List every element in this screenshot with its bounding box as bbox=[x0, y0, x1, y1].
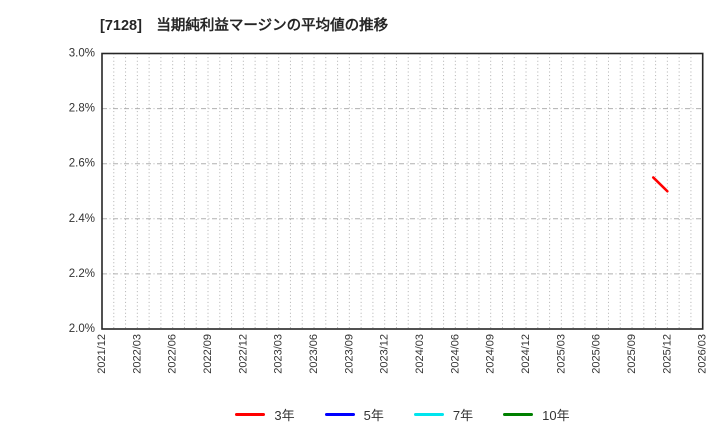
x-tick-label: 2024/06 bbox=[449, 334, 461, 374]
y-tick-label: 2.8% bbox=[69, 103, 95, 115]
plot-border bbox=[101, 52, 704, 330]
y-axis-labels: 3.0% 2.8% 2.6% 2.4% 2.2% 2.0% bbox=[69, 48, 95, 336]
legend-label-3y: 3年 bbox=[274, 407, 295, 423]
x-tick-label: 2023/06 bbox=[308, 334, 320, 374]
x-tick-label: 2024/12 bbox=[520, 334, 532, 374]
x-tick-label: 2022/06 bbox=[167, 334, 179, 374]
y-tick-label: 3.0% bbox=[69, 48, 95, 60]
x-tick-label: 2025/03 bbox=[555, 334, 567, 374]
x-tick-label: 2021/12 bbox=[96, 334, 108, 374]
x-tick-label: 2026/03 bbox=[697, 334, 709, 374]
legend-item-5y: 5年 bbox=[324, 405, 384, 424]
x-tick-label: 2024/03 bbox=[414, 334, 426, 374]
x-tick-label: 2023/12 bbox=[379, 334, 391, 374]
y-tick-label: 2.0% bbox=[69, 323, 95, 335]
x-tick-label: 2025/06 bbox=[591, 334, 603, 374]
legend-item-7y: 7年 bbox=[413, 405, 474, 424]
legend-label-5y: 5年 bbox=[363, 407, 384, 423]
x-axis-labels: 2021/12 2022/03 2022/06 2022/09 2022/12 2023/… bbox=[96, 334, 709, 374]
chart-legend: 3年 5年 7年 10年 bbox=[102, 402, 703, 426]
x-tick-label: 2022/09 bbox=[202, 334, 214, 374]
y-tick-label: 2.2% bbox=[69, 268, 95, 280]
legend-label-10y: 10年 bbox=[542, 407, 570, 423]
y-tick-label: 2.4% bbox=[69, 213, 95, 225]
grid-vertical bbox=[113, 53, 692, 329]
x-tick-label: 2023/09 bbox=[343, 334, 355, 374]
x-tick-label: 2025/12 bbox=[661, 334, 673, 374]
legend-line-7y-icon bbox=[413, 412, 444, 416]
y-tick-label: 2.6% bbox=[69, 158, 95, 170]
x-tick-label: 2023/03 bbox=[273, 334, 285, 374]
legend-label-7y: 7年 bbox=[452, 407, 474, 423]
legend-item-10y: 10年 bbox=[503, 405, 570, 424]
legend-item-3y: 3年 bbox=[235, 405, 295, 424]
x-tick-label: 2024/09 bbox=[485, 334, 497, 374]
legend-line-5y-icon bbox=[324, 412, 355, 416]
x-tick-label: 2022/03 bbox=[131, 334, 143, 374]
legend-line-3y-icon bbox=[235, 412, 266, 416]
series-line-0 bbox=[651, 176, 669, 193]
x-tick-label: 2022/12 bbox=[237, 334, 249, 374]
chart-title: [7128] 当期純利益マージンの平均値の推移 bbox=[100, 18, 389, 34]
x-tick-label: 2025/09 bbox=[626, 334, 638, 374]
grid-horizontal bbox=[102, 108, 703, 275]
legend-line-10y-icon bbox=[503, 412, 534, 416]
